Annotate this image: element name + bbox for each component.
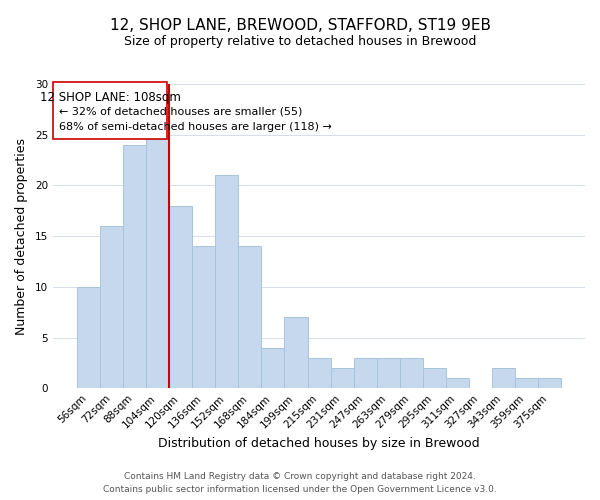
Bar	[193, 246, 215, 388]
X-axis label: Distribution of detached houses by size in Brewood: Distribution of detached houses by size …	[158, 437, 480, 450]
Bar	[215, 176, 238, 388]
Text: Size of property relative to detached houses in Brewood: Size of property relative to detached ho…	[124, 35, 476, 48]
Bar	[400, 358, 422, 388]
Y-axis label: Number of detached properties: Number of detached properties	[15, 138, 28, 334]
Text: 68% of semi-detached houses are larger (118) →: 68% of semi-detached houses are larger (…	[59, 122, 332, 132]
Bar	[538, 378, 561, 388]
Text: 12, SHOP LANE, BREWOOD, STAFFORD, ST19 9EB: 12, SHOP LANE, BREWOOD, STAFFORD, ST19 9…	[110, 18, 491, 32]
Bar	[492, 368, 515, 388]
Text: ← 32% of detached houses are smaller (55): ← 32% of detached houses are smaller (55…	[59, 106, 302, 117]
Text: Contains public sector information licensed under the Open Government Licence v3: Contains public sector information licen…	[103, 484, 497, 494]
Bar	[422, 368, 446, 388]
Bar	[262, 348, 284, 389]
Bar	[123, 145, 146, 388]
Bar	[284, 318, 308, 388]
Bar	[169, 206, 193, 388]
Bar	[377, 358, 400, 388]
Bar	[146, 134, 169, 388]
Bar	[331, 368, 353, 388]
Bar	[515, 378, 538, 388]
Bar	[77, 287, 100, 388]
Bar	[353, 358, 377, 388]
Bar	[100, 226, 123, 388]
Text: Contains HM Land Registry data © Crown copyright and database right 2024.: Contains HM Land Registry data © Crown c…	[124, 472, 476, 481]
Bar	[238, 246, 262, 388]
Bar	[308, 358, 331, 388]
Bar	[446, 378, 469, 388]
Text: 12 SHOP LANE: 108sqm: 12 SHOP LANE: 108sqm	[40, 90, 181, 104]
